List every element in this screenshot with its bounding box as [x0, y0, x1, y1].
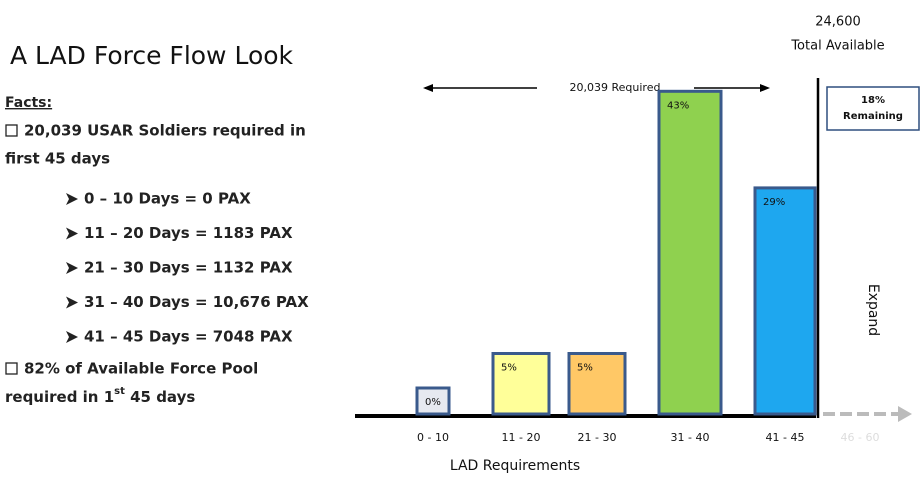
x-tick-label: 21 - 30 — [578, 431, 617, 444]
x-tick-label: 31 - 40 — [671, 431, 710, 444]
value-label: 5% — [577, 363, 593, 374]
arrow-head — [423, 84, 433, 92]
remaining: 18% — [861, 95, 885, 106]
fact-subtext: 11 – 20 Days = 1183 PAX — [84, 224, 293, 242]
remaining-box — [826, 86, 920, 131]
bar — [753, 186, 817, 416]
expand-label: Expand — [865, 284, 881, 336]
arrow-head — [760, 84, 770, 92]
bar — [657, 89, 723, 416]
fact-subtext: 0 – 10 Days = 0 PAX — [84, 190, 251, 208]
value-label: 0% — [425, 397, 441, 408]
chart-title: A LAD Force Flow Look — [10, 41, 294, 70]
bullet — [5, 124, 18, 137]
x-axis-label: LAD Requirements — [450, 458, 580, 474]
fact-text: required in 1st 45 days — [5, 386, 195, 406]
fact-part: 45 days — [125, 388, 195, 406]
total: 24,600 — [815, 15, 861, 30]
value-label: 5% — [501, 363, 517, 374]
sub-bullet — [66, 331, 78, 343]
sub-bullet — [66, 296, 78, 309]
sub-bullet — [66, 193, 78, 205]
bar — [567, 352, 627, 416]
bar — [491, 352, 551, 416]
fact-text: first 45 days — [5, 150, 110, 168]
bar — [415, 386, 451, 416]
x-tick-label: 0 - 10 — [417, 431, 449, 444]
fact-subtext: 21 – 30 Days = 1132 PAX — [84, 259, 293, 277]
superscript: st — [114, 386, 125, 397]
value-label: 29% — [763, 197, 785, 208]
x-tick-label: 41 - 45 — [766, 431, 805, 444]
next-category: 46 - 60 — [841, 431, 880, 444]
facts-heading: Facts: — [5, 95, 52, 111]
total-label: Total Available — [790, 39, 884, 54]
remaining-label: Remaining — [843, 111, 903, 122]
sub-bullet — [66, 262, 78, 274]
value-label: 43% — [667, 100, 689, 111]
bullet — [5, 362, 18, 375]
required-label: 20,039 Required — [570, 81, 661, 94]
fact-text: 82% of Available Force Pool — [24, 360, 258, 378]
arrow-head — [898, 406, 912, 422]
sub-bullet — [66, 227, 78, 240]
fact-text: 20,039 USAR Soldiers required in — [24, 122, 306, 140]
x-tick-label: 11 - 20 — [502, 431, 541, 444]
fact-subtext: 31 – 40 Days = 10,676 PAX — [84, 293, 309, 311]
fact-part: required in 1 — [5, 388, 114, 406]
fact-subtext: 41 – 45 Days = 7048 PAX — [84, 328, 293, 346]
